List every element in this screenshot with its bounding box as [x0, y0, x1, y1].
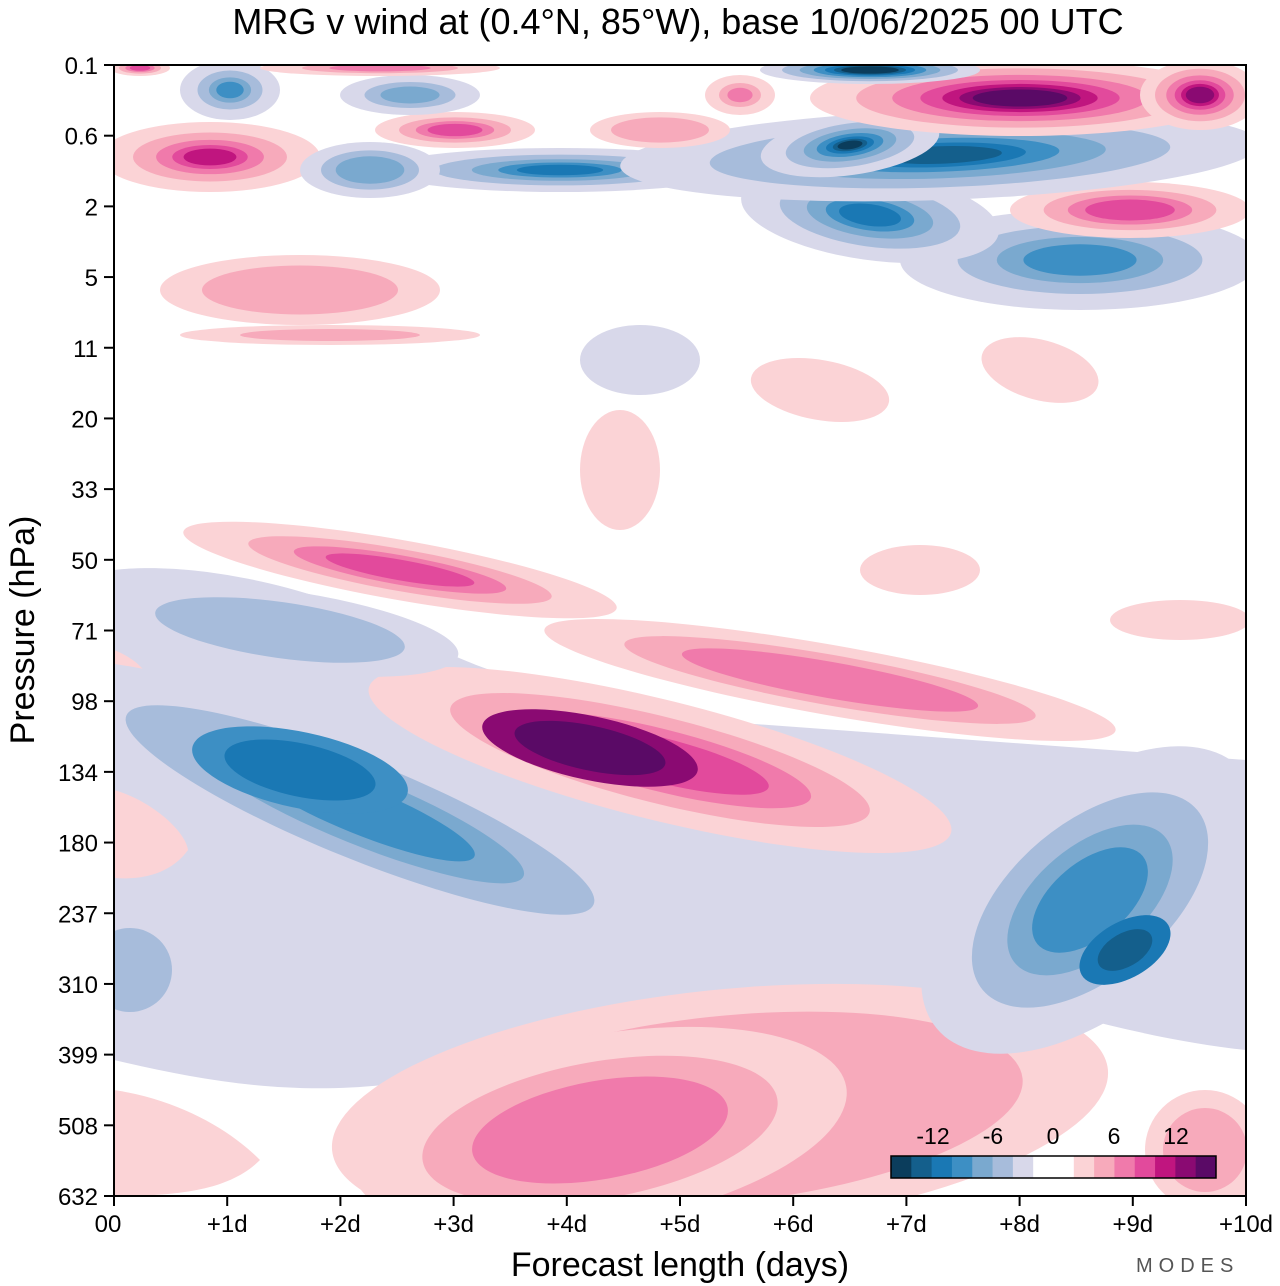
- y-tick-label: 5: [85, 265, 98, 292]
- colorbar-swatch: [1195, 1156, 1217, 1178]
- contour-band: [1032, 847, 1148, 953]
- colorbar-swatch: [1053, 1156, 1075, 1178]
- contour-band: [727, 87, 753, 103]
- contour-band: [1185, 86, 1215, 104]
- colorbar-swatch: [1012, 1156, 1034, 1178]
- x-tick-label: +1d: [207, 1211, 248, 1238]
- contour-band: [681, 648, 979, 712]
- colorbar-swatch: [1134, 1156, 1156, 1178]
- contour-band: [981, 337, 1099, 403]
- contour-band: [611, 117, 709, 143]
- contour-band: [1097, 929, 1153, 971]
- y-tick-label: 11: [73, 336, 98, 363]
- y-tick-label: 0.1: [65, 53, 98, 80]
- colorbar-swatch: [1155, 1156, 1176, 1178]
- contour-band: [114, 928, 172, 1012]
- colorbar-label: -12: [916, 1123, 949, 1149]
- colorbar-swatch: [1094, 1156, 1115, 1178]
- chart-title: MRG v wind at (0.4°N, 85°W), base 10/06/…: [232, 1, 1123, 42]
- y-tick-label: 0.6: [65, 124, 98, 151]
- y-tick-label: 50: [71, 548, 98, 575]
- colorbar-swatch: [891, 1156, 912, 1178]
- contour-band: [841, 66, 899, 74]
- colorbar-label: 12: [1163, 1123, 1189, 1149]
- y-tick-label: 399: [58, 1043, 98, 1070]
- colorbar-swatch: [1073, 1156, 1095, 1178]
- y-tick-label: 134: [58, 760, 98, 787]
- y-tick-label: 632: [58, 1184, 98, 1211]
- colorbar-swatch: [972, 1156, 994, 1178]
- contour-band: [972, 89, 1068, 107]
- x-tick-label: +7d: [886, 1211, 927, 1238]
- contour-band: [329, 65, 431, 72]
- contour-field: [114, 65, 1246, 1196]
- contour-band: [516, 164, 604, 176]
- contour-band: [472, 1076, 728, 1184]
- contour-band: [155, 597, 405, 663]
- colorbar-swatch: [951, 1156, 973, 1178]
- contour-band: [380, 86, 440, 104]
- colorbar-frame: [890, 1155, 1217, 1179]
- colorbar-label: 6: [1108, 1123, 1121, 1149]
- contour-band: [335, 156, 405, 184]
- x-tick-label: +2d: [320, 1211, 361, 1238]
- x-tick-label: +10d: [1219, 1211, 1273, 1238]
- x-tick-label: +9d: [1112, 1211, 1153, 1238]
- x-tick-label: +6d: [773, 1211, 814, 1238]
- x-tick-label: +4d: [546, 1211, 587, 1238]
- colorbar-swatch: [1033, 1156, 1054, 1178]
- x-tick-label: +8d: [999, 1211, 1040, 1238]
- contour-band: [839, 203, 901, 227]
- contour-band: [1023, 244, 1137, 276]
- contour-band: [860, 545, 980, 595]
- contour-band: [216, 81, 244, 99]
- y-tick-label: 310: [58, 972, 98, 999]
- contour-band: [1163, 1108, 1246, 1192]
- x-tick-label: 00: [95, 1211, 122, 1238]
- y-tick-label: 98: [71, 689, 98, 716]
- contour-band: [837, 140, 863, 150]
- contour-band: [129, 65, 151, 71]
- colorbar-swatch: [931, 1156, 953, 1178]
- contour-band: [750, 358, 890, 422]
- x-tick-label: +5d: [660, 1211, 701, 1238]
- y-tick-label: 71: [71, 619, 98, 646]
- x-axis-title: Forecast length (days): [511, 1246, 849, 1284]
- contour-band: [580, 410, 660, 530]
- colorbar-label: -6: [983, 1123, 1003, 1149]
- colorbar-swatch: [1175, 1156, 1197, 1178]
- colorbar-swatch: [911, 1156, 933, 1178]
- y-axis-title: Pressure (hPa): [4, 516, 42, 745]
- contour-band: [325, 553, 475, 587]
- contour-band: [580, 325, 700, 395]
- x-tick-label: +3d: [433, 1211, 474, 1238]
- y-axis: 0.1 0.6 2 5 11 20 33 50 71 98 134 180 237 310 399 508 63…: [58, 53, 114, 1211]
- contour-band: [427, 123, 483, 137]
- y-tick-label: 20: [71, 406, 98, 433]
- contour-band: [514, 720, 666, 776]
- contour-band: [224, 739, 376, 801]
- contour-band: [114, 1090, 260, 1196]
- contour-band: [240, 329, 420, 341]
- colorbar-label: 0: [1047, 1123, 1060, 1149]
- colorbar: -12 -6 0 6 12: [890, 1123, 1217, 1179]
- colorbar-swatch: [1114, 1156, 1136, 1178]
- y-tick-label: 237: [58, 901, 98, 928]
- colorbar-swatch: [992, 1156, 1014, 1178]
- y-tick-label: 508: [58, 1113, 98, 1140]
- contour-band: [202, 265, 398, 315]
- x-axis: 00 +1d +2d +3d +4d +5d +6d +7d +8d +9d +10d: [95, 1196, 1273, 1238]
- modes-logo: MODES: [1136, 1255, 1239, 1277]
- contour-band: [1110, 600, 1246, 640]
- y-tick-label: 2: [85, 194, 98, 221]
- y-tick-label: 33: [71, 477, 98, 504]
- contour-band: [1085, 199, 1175, 221]
- contour-band: [114, 790, 188, 879]
- contour-band: [183, 148, 237, 166]
- y-tick-label: 180: [58, 831, 98, 858]
